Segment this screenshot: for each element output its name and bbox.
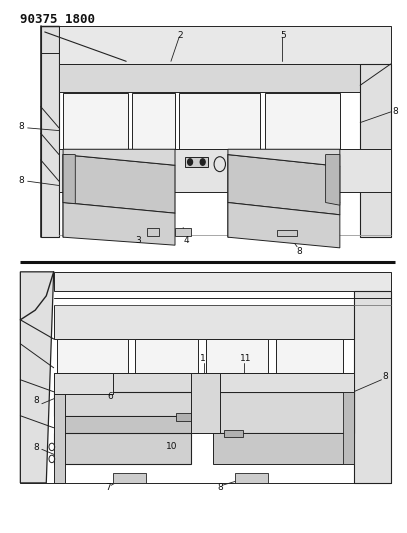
- Text: 7: 7: [106, 483, 112, 492]
- Polygon shape: [135, 339, 198, 373]
- Text: 8: 8: [392, 108, 398, 116]
- Text: 5: 5: [280, 31, 286, 39]
- Polygon shape: [354, 291, 391, 483]
- Polygon shape: [176, 414, 191, 421]
- Text: 8: 8: [18, 123, 24, 131]
- Text: 8: 8: [33, 397, 39, 406]
- Text: 10: 10: [166, 442, 178, 451]
- Polygon shape: [63, 155, 134, 237]
- Text: 8: 8: [33, 443, 39, 452]
- Polygon shape: [326, 155, 340, 205]
- Polygon shape: [276, 339, 343, 373]
- Polygon shape: [228, 149, 340, 166]
- Text: 8: 8: [18, 176, 24, 185]
- Text: 1: 1: [200, 354, 206, 362]
- Text: 6: 6: [107, 392, 113, 401]
- Polygon shape: [63, 149, 175, 165]
- Text: 8: 8: [217, 483, 223, 492]
- Text: 3: 3: [136, 237, 141, 245]
- Circle shape: [188, 159, 193, 165]
- Polygon shape: [277, 230, 297, 236]
- Polygon shape: [179, 93, 260, 149]
- Circle shape: [200, 159, 205, 165]
- Polygon shape: [213, 433, 354, 464]
- Polygon shape: [265, 93, 340, 149]
- Polygon shape: [224, 430, 243, 437]
- Polygon shape: [213, 392, 354, 433]
- Polygon shape: [54, 433, 191, 464]
- Polygon shape: [63, 203, 175, 245]
- Text: 2: 2: [177, 31, 183, 39]
- Text: 4: 4: [184, 237, 189, 245]
- Text: 90375 1800: 90375 1800: [20, 13, 95, 26]
- Polygon shape: [175, 228, 191, 236]
- Polygon shape: [113, 473, 146, 483]
- Polygon shape: [57, 339, 128, 373]
- Polygon shape: [54, 392, 65, 483]
- Polygon shape: [132, 93, 175, 149]
- Polygon shape: [54, 373, 113, 394]
- Polygon shape: [54, 373, 391, 392]
- Polygon shape: [228, 155, 340, 237]
- Polygon shape: [63, 155, 75, 204]
- Polygon shape: [54, 416, 198, 433]
- Text: 8: 8: [382, 372, 388, 381]
- Polygon shape: [228, 155, 340, 215]
- Polygon shape: [41, 26, 59, 237]
- Text: 11: 11: [240, 354, 251, 362]
- Polygon shape: [360, 64, 391, 237]
- Polygon shape: [147, 228, 159, 236]
- Polygon shape: [63, 93, 128, 149]
- Polygon shape: [54, 392, 198, 416]
- Polygon shape: [59, 26, 391, 64]
- Polygon shape: [54, 272, 391, 291]
- Polygon shape: [228, 203, 340, 248]
- Polygon shape: [235, 473, 269, 483]
- Polygon shape: [191, 373, 220, 433]
- Text: 8: 8: [296, 247, 302, 255]
- Polygon shape: [59, 64, 391, 92]
- Polygon shape: [59, 149, 391, 192]
- Polygon shape: [20, 272, 54, 483]
- Polygon shape: [343, 392, 354, 464]
- Polygon shape: [185, 157, 208, 167]
- Polygon shape: [54, 305, 391, 339]
- Polygon shape: [213, 373, 354, 392]
- Polygon shape: [206, 339, 269, 373]
- Polygon shape: [63, 155, 175, 213]
